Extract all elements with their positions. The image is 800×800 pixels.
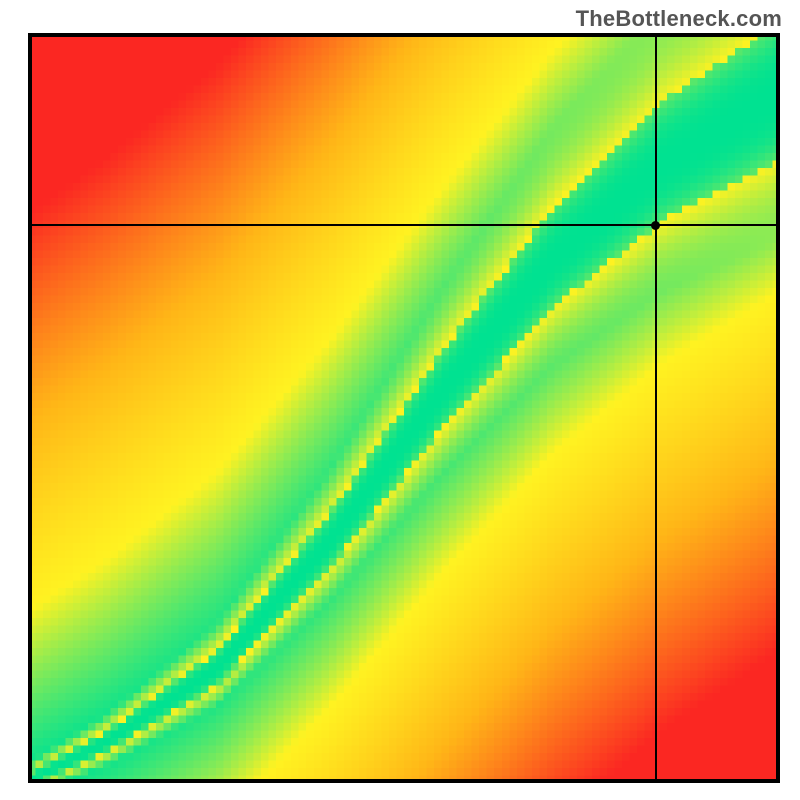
crosshair-marker: [651, 221, 660, 230]
chart-container: TheBottleneck.com: [0, 0, 800, 800]
heatmap-frame: [28, 33, 780, 783]
watermark-text: TheBottleneck.com: [576, 6, 782, 32]
crosshair-vertical: [655, 33, 656, 783]
heatmap-canvas: [28, 33, 780, 783]
crosshair-horizontal: [28, 224, 780, 225]
